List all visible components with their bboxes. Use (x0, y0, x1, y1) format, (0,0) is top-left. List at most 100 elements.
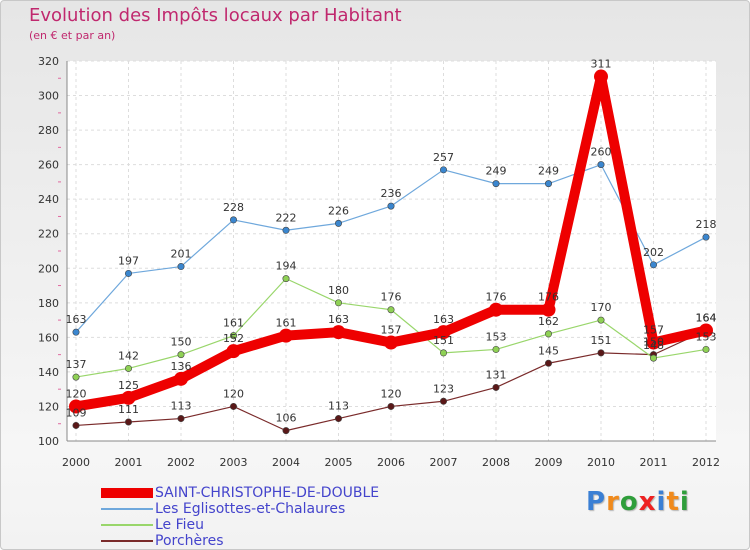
data-point (649, 354, 657, 362)
data-point (439, 397, 447, 405)
chart-subtitle: (en € et par an) (29, 29, 116, 42)
data-label: 163 (328, 313, 349, 326)
data-label: 180 (328, 284, 349, 297)
data-label: 197 (118, 254, 139, 267)
data-label: 201 (171, 248, 192, 261)
data-point (334, 415, 342, 423)
data-label: 151 (591, 334, 612, 347)
data-label: 131 (486, 368, 507, 381)
data-label: 106 (276, 412, 297, 425)
data-point (649, 261, 657, 269)
data-label: 152 (223, 332, 244, 345)
data-label: 161 (276, 317, 297, 330)
data-point (125, 418, 133, 426)
y-tick-label: 220 (38, 228, 59, 241)
data-label: 150 (171, 336, 192, 349)
logo-letter: i (679, 487, 690, 517)
data-point (177, 263, 185, 271)
legend-item-les-eglisottes[interactable]: Les Eglisottes-et-Chalaures (101, 501, 421, 517)
data-point (699, 323, 713, 338)
data-point (387, 202, 395, 210)
data-label: 142 (118, 349, 139, 362)
y-tick-label: 120 (38, 400, 59, 413)
data-point (282, 275, 290, 283)
x-tick-label: 2012 (692, 456, 720, 469)
data-label: 111 (118, 403, 139, 416)
y-tick-label: 280 (38, 124, 59, 137)
data-label: 153 (486, 330, 507, 343)
data-label: 226 (328, 204, 349, 217)
data-point (230, 216, 238, 224)
data-label: 113 (171, 400, 192, 413)
legend-item-saint-christophe[interactable]: SAINT-CHRISTOPHE-DE-DOUBLE (101, 485, 421, 501)
data-label: 153 (696, 330, 717, 343)
data-label: 176 (538, 291, 559, 304)
y-tick-label: 180 (38, 297, 59, 310)
data-point (436, 325, 451, 340)
data-label: 164 (696, 311, 717, 324)
legend-swatch (101, 540, 153, 542)
data-label: 228 (223, 201, 244, 214)
chart-title: Evolution des Impôts locaux par Habitant (29, 5, 402, 26)
data-point (72, 373, 80, 381)
legend-label: Les Eglisottes-et-Chalaures (155, 501, 346, 517)
y-tick-label: 300 (38, 90, 59, 103)
y-tick-label: 200 (38, 262, 59, 275)
data-label: 163 (433, 313, 454, 326)
x-tick-label: 2010 (587, 456, 615, 469)
data-point (384, 335, 398, 350)
data-point (334, 299, 342, 307)
x-tick-label: 2003 (220, 456, 248, 469)
data-label: 236 (381, 187, 402, 200)
data-point (177, 351, 185, 359)
legend-label: Le Fieu (155, 517, 205, 533)
data-label: 311 (591, 58, 612, 71)
data-label: 136 (171, 360, 192, 373)
data-point (69, 399, 83, 414)
legend-label: SAINT-CHRISTOPHE-DE-DOUBLE (155, 485, 380, 501)
legend-swatch (101, 508, 153, 510)
data-point (492, 180, 500, 188)
legend-item-porcheres[interactable]: Porchères (101, 533, 421, 549)
data-label: 161 (223, 317, 244, 330)
data-point (544, 180, 552, 188)
y-tick-label: 240 (38, 193, 59, 206)
data-label: 249 (538, 165, 559, 178)
data-label: 113 (328, 400, 349, 413)
data-point (121, 390, 136, 405)
data-label: 163 (66, 313, 87, 326)
data-label: 157 (381, 324, 402, 337)
x-tick-label: 2001 (115, 456, 143, 469)
x-tick-label: 2000 (62, 456, 90, 469)
legend-swatch (101, 488, 153, 498)
data-point (594, 69, 608, 84)
data-label: 151 (433, 334, 454, 347)
data-label: 109 (66, 406, 87, 419)
data-label: 162 (538, 315, 559, 328)
data-point (174, 371, 188, 386)
legend-label: Porchères (155, 533, 224, 549)
data-point (230, 402, 238, 410)
x-tick-label: 2011 (640, 456, 668, 469)
data-label: 125 (118, 379, 139, 392)
x-tick-label: 2008 (482, 456, 510, 469)
y-tick-label: 160 (38, 331, 59, 344)
logo-letter: i (656, 487, 667, 517)
data-label: 194 (276, 260, 297, 273)
data-point (492, 383, 500, 391)
data-point (72, 328, 80, 336)
legend: SAINT-CHRISTOPHE-DE-DOUBLE Les Eglisotte… (101, 485, 421, 549)
proxiti-logo: Proxiti (586, 487, 690, 517)
data-label: 218 (696, 218, 717, 231)
data-label: 176 (486, 291, 507, 304)
legend-item-le-fieu[interactable]: Le Fieu (101, 517, 421, 533)
data-point (597, 316, 605, 324)
data-label: 120 (223, 387, 244, 400)
x-tick-label: 2005 (325, 456, 353, 469)
data-point (387, 402, 395, 410)
data-label: 257 (433, 151, 454, 164)
data-point (279, 328, 293, 343)
data-label: 137 (66, 358, 87, 371)
data-label: 164 (696, 311, 717, 324)
